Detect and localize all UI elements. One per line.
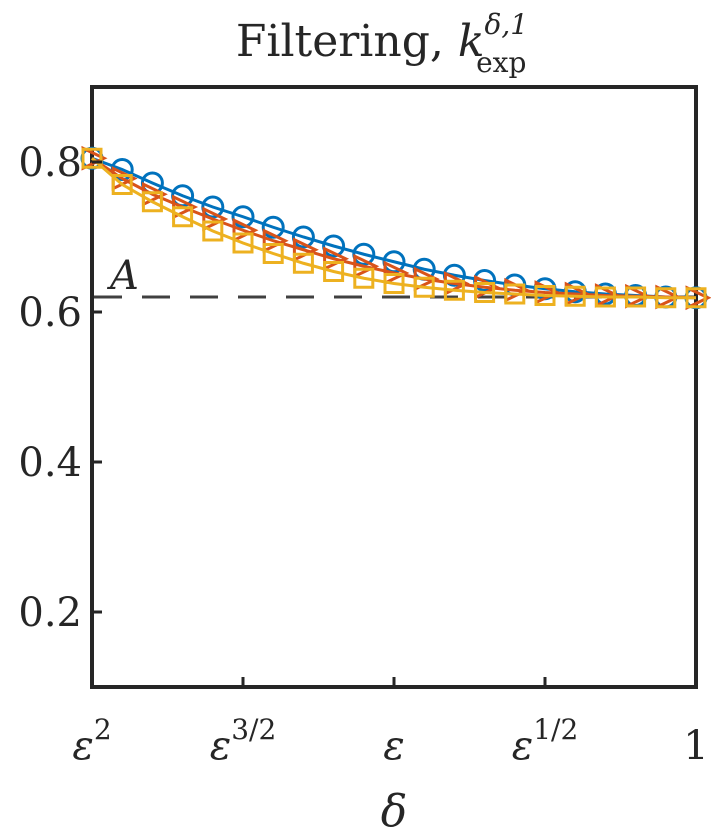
y-tick-label: 0.2 (18, 590, 82, 636)
y-axis: 0.2 0.4 0.6 0.8 (18, 140, 102, 636)
data-point (353, 253, 380, 279)
data-point (81, 147, 103, 169)
data-point (474, 282, 496, 303)
data-point (292, 252, 314, 274)
chart-title-sub: exp (476, 46, 526, 79)
data-point (172, 206, 194, 228)
data-point (262, 243, 284, 264)
data-point (655, 287, 677, 309)
data-point (232, 232, 254, 254)
data-point (443, 279, 465, 301)
data-point (504, 283, 526, 305)
data-point (261, 215, 285, 239)
data-point (141, 191, 163, 213)
data-point (202, 220, 224, 242)
x-tick-label: 1 (683, 723, 708, 769)
reference-line-label: A (106, 253, 139, 299)
chart-title-symbol: k (458, 16, 485, 67)
x-tick-label: ε3/2 (210, 713, 277, 769)
y-tick-label: 0.6 (18, 290, 82, 336)
chart-title: Filtering, kδ,1 exp (236, 8, 528, 79)
data-point (594, 286, 616, 308)
data-point (111, 174, 133, 195)
series-square (81, 147, 707, 309)
data-point (322, 234, 346, 258)
x-axis-label: δ (381, 786, 408, 836)
data-point (564, 285, 586, 307)
data-point (383, 273, 405, 294)
data-point (534, 285, 556, 306)
x-axis: ε2 ε3/2 ε ε1/2 1 (72, 677, 709, 769)
data-point (202, 206, 229, 232)
y-tick-label: 0.8 (18, 140, 82, 186)
data-point (685, 287, 707, 309)
series-layer (80, 145, 711, 311)
data-point (291, 225, 315, 249)
x-tick-label: ε2 (72, 713, 111, 769)
chart-title-main: Filtering, (236, 16, 458, 67)
y-tick-label: 0.4 (18, 440, 82, 486)
data-point (231, 205, 255, 229)
x-tick-label: ε1/2 (512, 713, 579, 769)
data-point (323, 261, 345, 282)
data-point (625, 286, 647, 308)
chart-title-sup: δ,1 (485, 8, 529, 41)
data-point (353, 267, 375, 289)
data-point (413, 276, 435, 298)
plot-area (90, 85, 698, 689)
x-tick-label: ε (383, 723, 404, 769)
